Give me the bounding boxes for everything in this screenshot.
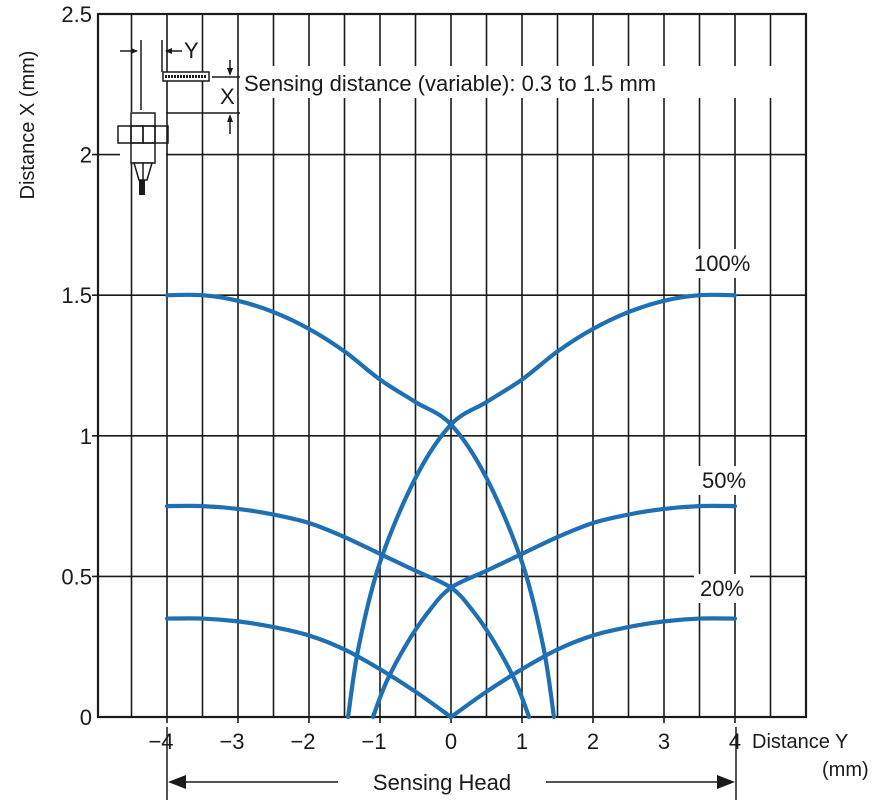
x-tick-label: 3 <box>658 729 670 754</box>
diagram-y-label: Y <box>184 38 199 63</box>
y-tick-label: 2 <box>80 143 92 168</box>
sensing-distance-label: Sensing distance (variable): 0.3 to 1.5 … <box>244 71 656 96</box>
x-tick-labels: −4 −3 −2 −1 0 1 2 3 4 <box>148 717 741 754</box>
x-tick-label: −3 <box>219 729 244 754</box>
sensor-diagram: Y X Sensing distance (variable): 0.3 to … <box>117 38 800 195</box>
curves <box>164 292 738 720</box>
y-tick-label: 1 <box>80 424 92 449</box>
x-tick-label: 4 <box>729 729 741 754</box>
x-tick-label: −2 <box>290 729 315 754</box>
sensor-cable-icon <box>139 180 145 195</box>
curve-100pct-left <box>164 292 557 720</box>
x-axis-label: Distance Y <box>752 731 848 753</box>
arrow-left-icon <box>168 775 186 789</box>
y-tick-label: 2.5 <box>61 2 92 27</box>
arrow-right-icon <box>717 775 735 789</box>
curve-50pct-right <box>370 503 738 720</box>
x-tick-label: −1 <box>361 729 386 754</box>
y-axis-label: Distance X (mm) <box>17 51 39 200</box>
sensing-head-label: Sensing Head <box>373 770 511 795</box>
grid <box>92 14 806 717</box>
series-label-100: 100% <box>694 251 750 276</box>
curve-100pct-right <box>345 292 738 720</box>
y-tick-labels: 0 0.5 1 1.5 2 2.5 <box>61 2 92 730</box>
series-label-20: 20% <box>700 576 744 601</box>
y-tick-label: 0.5 <box>61 564 92 589</box>
curve-20pct-left <box>164 616 454 720</box>
sensing-head-annotation: Sensing Head <box>166 727 737 800</box>
curve-20pct-right <box>448 616 738 720</box>
x-tick-label: 0 <box>445 729 457 754</box>
x-tick-label: −4 <box>148 729 173 754</box>
diagram-x-label: X <box>220 84 235 109</box>
x-axis-unit: (mm) <box>822 759 869 781</box>
x-tick-label: 2 <box>587 729 599 754</box>
y-tick-label: 0 <box>80 705 92 730</box>
y-tick-label: 1.5 <box>61 283 92 308</box>
series-label-50: 50% <box>702 468 746 493</box>
x-tick-label: 1 <box>516 729 528 754</box>
curve-50pct-left <box>164 503 532 720</box>
